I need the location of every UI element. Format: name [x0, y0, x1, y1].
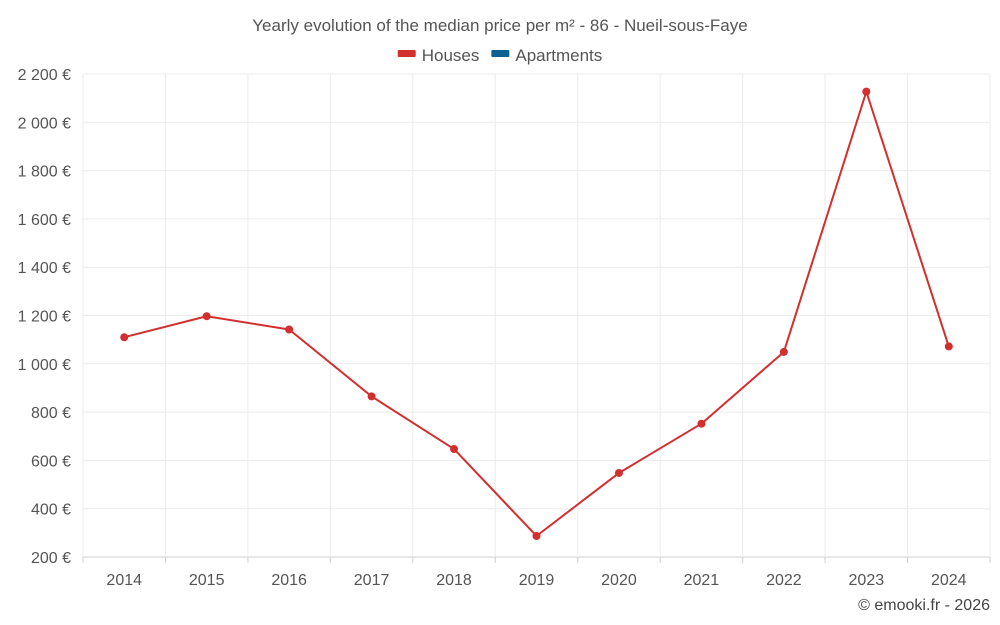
data-point[interactable] [450, 445, 459, 454]
y-tick-label: 200 € [31, 550, 71, 567]
data-point[interactable] [944, 342, 953, 351]
x-tick-label: 2018 [436, 572, 472, 589]
y-tick-label: 1 400 € [18, 260, 71, 277]
x-tick-label: 2024 [931, 572, 967, 589]
x-tick-label: 2017 [354, 572, 390, 589]
x-axis: 2014 2015 2016 2017 2018 2019 2020 2021 2022 2023… [82, 557, 991, 589]
data-point[interactable] [697, 419, 706, 428]
x-tick-label: 2020 [601, 572, 637, 589]
x-gridlines [82, 74, 991, 557]
legend-swatch [491, 50, 510, 57]
data-point[interactable] [285, 325, 294, 334]
data-point[interactable] [614, 468, 623, 477]
y-tick-label: 400 € [31, 502, 71, 519]
x-tick-label: 2015 [189, 572, 225, 589]
data-point[interactable] [367, 392, 376, 401]
y-tick-label: 800 € [31, 405, 71, 422]
legend-label: Apartments [515, 46, 602, 65]
y-tick-label: 1 000 € [18, 357, 71, 374]
credit-text: © emooki.fr - 2026 [858, 597, 990, 614]
data-point[interactable] [532, 531, 541, 540]
y-tick-label: 1 600 € [18, 212, 71, 229]
legend-item[interactable]: Apartments [491, 46, 602, 65]
x-tick-label: 2023 [849, 572, 885, 589]
legend-label: Houses [422, 46, 480, 65]
y-gridlines [83, 73, 990, 558]
x-tick-label: 2014 [106, 572, 142, 589]
y-tick-label: 2 200 € [18, 67, 71, 84]
y-tick-label: 2 000 € [18, 115, 71, 132]
series-layer [120, 87, 953, 540]
chart-title: Yearly evolution of the median price per… [252, 16, 747, 35]
data-point[interactable] [120, 333, 129, 342]
legend: Houses Apartments [397, 46, 602, 65]
data-point[interactable] [862, 87, 871, 96]
legend-item[interactable]: Houses [397, 46, 480, 65]
x-tick-label: 2021 [684, 572, 720, 589]
y-tick-label: 1 800 € [18, 164, 71, 181]
y-axis: 200 € 400 € 600 € 800 € 1 000 € 1 200 € 1 400 … [18, 67, 71, 567]
x-tick-label: 2016 [271, 572, 307, 589]
data-point[interactable] [202, 312, 211, 321]
legend-swatch [397, 50, 416, 57]
x-tick-label: 2022 [766, 572, 802, 589]
x-tick-label: 2019 [519, 572, 555, 589]
y-tick-label: 1 200 € [18, 309, 71, 326]
data-point[interactable] [779, 347, 788, 356]
y-tick-label: 600 € [31, 453, 71, 470]
